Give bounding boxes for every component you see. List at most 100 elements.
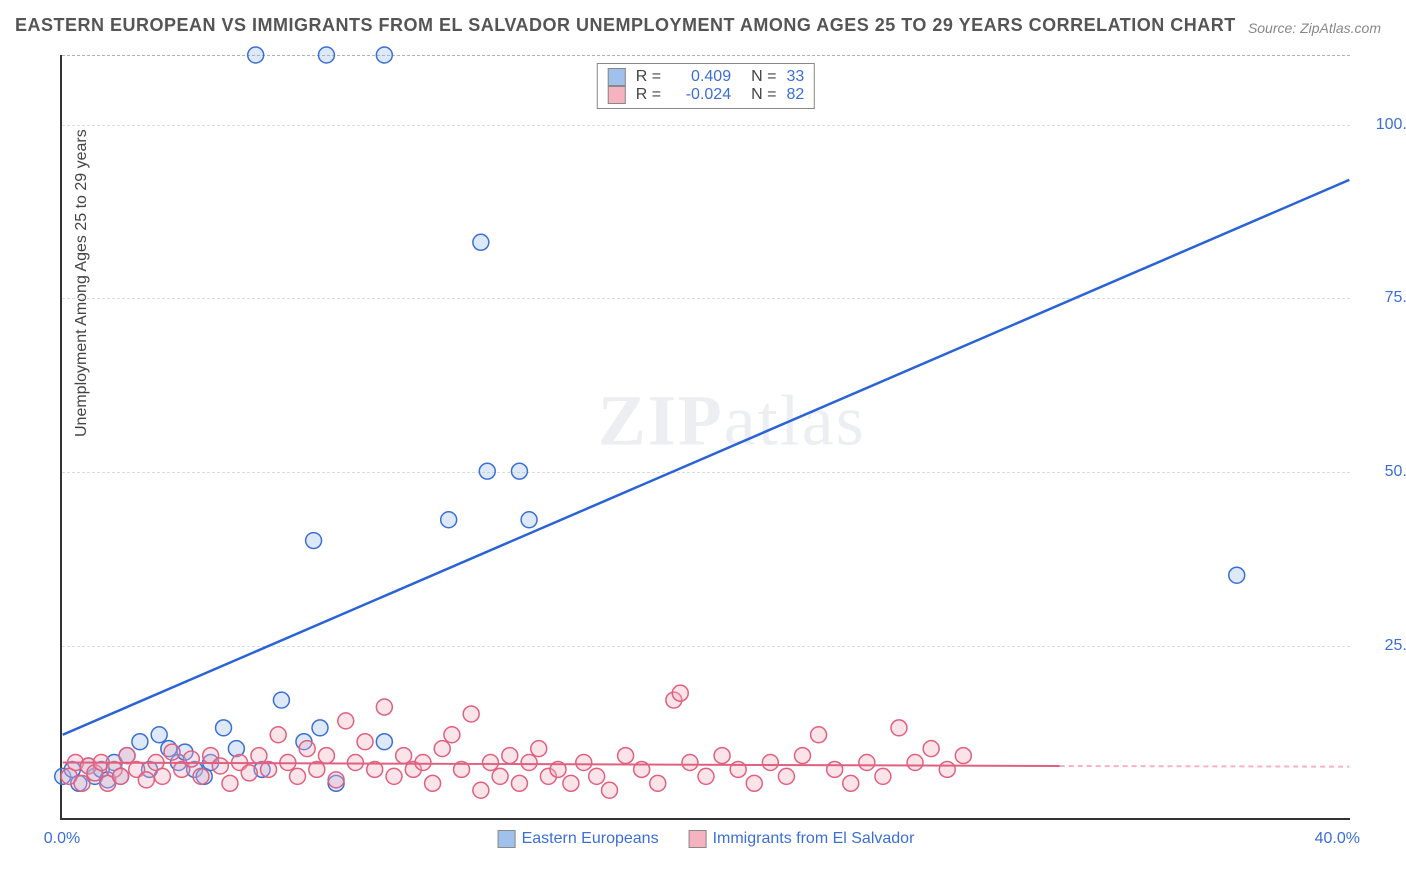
data-point-a <box>479 463 495 479</box>
x-tick-min: 0.0% <box>44 830 80 848</box>
legend-n-label: N = <box>751 86 776 104</box>
data-point-b <box>425 775 441 791</box>
legend-n-value: 33 <box>786 68 804 86</box>
data-point-b <box>618 748 634 764</box>
data-point-b <box>154 768 170 784</box>
y-tick-label: 100.0% <box>1376 116 1406 134</box>
data-point-a <box>441 512 457 528</box>
data-point-a <box>248 47 264 63</box>
data-point-b <box>563 775 579 791</box>
data-point-b <box>843 775 859 791</box>
data-point-b <box>328 772 344 788</box>
data-point-b <box>183 751 199 767</box>
data-point-b <box>318 748 334 764</box>
x-legend-label: Eastern Europeans <box>522 830 659 847</box>
data-point-b <box>602 782 618 798</box>
x-legend-swatch <box>498 830 516 848</box>
trendline-b-dash <box>1060 766 1349 767</box>
y-tick-label: 75.0% <box>1385 289 1406 307</box>
chart-title: EASTERN EUROPEAN VS IMMIGRANTS FROM EL S… <box>15 15 1236 36</box>
data-point-a <box>473 234 489 250</box>
data-point-b <box>113 768 129 784</box>
trendline-a <box>63 180 1350 735</box>
data-point-b <box>955 748 971 764</box>
data-point-b <box>795 748 811 764</box>
data-point-b <box>222 775 238 791</box>
data-point-b <box>531 741 547 757</box>
legend-row-b: R =-0.024N =82 <box>608 86 804 104</box>
x-legend-label: Immigrants from El Salvador <box>713 830 915 847</box>
data-point-b <box>746 775 762 791</box>
data-point-b <box>939 761 955 777</box>
data-point-b <box>251 748 267 764</box>
data-point-b <box>434 741 450 757</box>
x-legend-swatch <box>689 830 707 848</box>
data-point-b <box>511 775 527 791</box>
data-point-b <box>714 748 730 764</box>
legend-r-label: R = <box>636 68 661 86</box>
data-point-b <box>396 748 412 764</box>
data-point-b <box>502 748 518 764</box>
data-point-b <box>875 768 891 784</box>
legend-n-value: 82 <box>786 86 804 104</box>
legend-swatch <box>608 86 626 104</box>
data-point-b <box>923 741 939 757</box>
data-point-b <box>193 768 209 784</box>
data-point-a <box>273 692 289 708</box>
data-point-a <box>521 512 537 528</box>
data-point-b <box>492 768 508 784</box>
data-point-a <box>1229 567 1245 583</box>
data-point-b <box>698 768 714 784</box>
data-point-b <box>859 755 875 771</box>
data-point-b <box>891 720 907 736</box>
y-tick-label: 25.0% <box>1385 637 1406 655</box>
data-point-b <box>811 727 827 743</box>
legend-row-a: R = 0.409 N = 33 <box>608 68 804 86</box>
legend-r-value: -0.024 <box>671 86 731 104</box>
data-point-b <box>164 744 180 760</box>
data-point-a <box>318 47 334 63</box>
data-point-b <box>347 755 363 771</box>
data-point-b <box>827 761 843 777</box>
data-point-b <box>463 706 479 722</box>
data-point-b <box>589 768 605 784</box>
data-point-b <box>338 713 354 729</box>
source-label: Source: ZipAtlas.com <box>1248 20 1381 36</box>
legend-r-value: 0.409 <box>671 68 731 86</box>
legend-n-label: N = <box>751 68 776 86</box>
data-point-b <box>241 765 257 781</box>
data-point-b <box>778 768 794 784</box>
data-point-a <box>132 734 148 750</box>
data-point-b <box>415 755 431 771</box>
data-point-b <box>299 741 315 757</box>
data-point-b <box>444 727 460 743</box>
legend-swatch <box>608 68 626 86</box>
legend-box: R = 0.409 N = 33R = -0.024 N = 82 <box>597 63 815 109</box>
data-point-b <box>521 755 537 771</box>
data-point-a <box>376 734 392 750</box>
data-point-b <box>386 768 402 784</box>
data-point-b <box>672 685 688 701</box>
data-point-b <box>907 755 923 771</box>
data-point-b <box>212 758 228 774</box>
data-point-b <box>576 755 592 771</box>
plot-area: Unemployment Among Ages 25 to 29 years Z… <box>60 55 1350 820</box>
x-legend-item: Immigrants from El Salvador <box>689 830 915 848</box>
data-point-a <box>306 533 322 549</box>
data-point-b <box>119 748 135 764</box>
data-point-a <box>312 720 328 736</box>
data-point-b <box>357 734 373 750</box>
data-point-b <box>762 755 778 771</box>
data-point-a <box>151 727 167 743</box>
x-tick-max: 40.0% <box>1315 830 1360 848</box>
data-point-b <box>483 755 499 771</box>
data-point-b <box>138 772 154 788</box>
data-point-a <box>511 463 527 479</box>
data-point-b <box>473 782 489 798</box>
data-point-b <box>74 775 90 791</box>
x-legend: Eastern Europeans Immigrants from El Salv… <box>498 830 915 848</box>
data-point-b <box>270 727 286 743</box>
data-point-b <box>376 699 392 715</box>
data-point-a <box>376 47 392 63</box>
data-point-b <box>290 768 306 784</box>
